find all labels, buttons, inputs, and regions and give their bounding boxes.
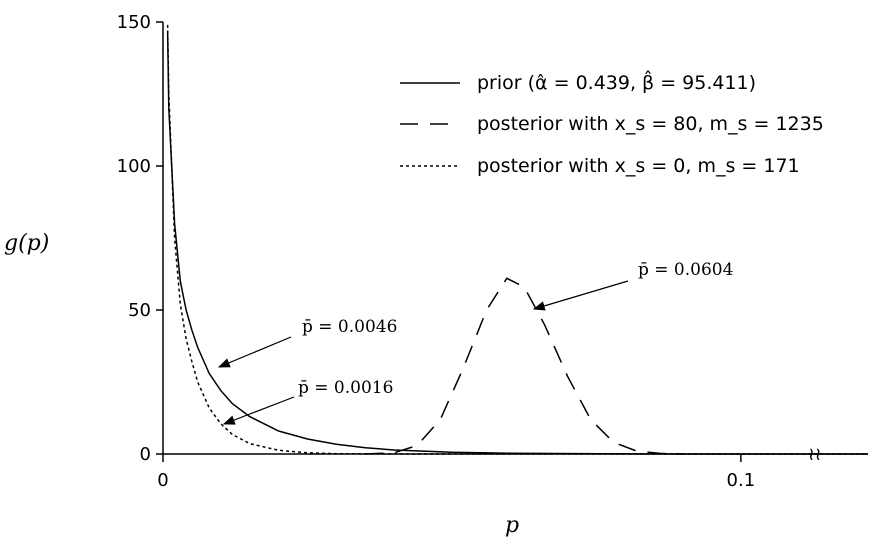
legend-item-posterior-80: posterior with x_s = 80, m_s = 1235 <box>477 113 824 135</box>
series-posterior-80-line <box>365 277 684 455</box>
y-axis-label: g(p) <box>4 231 49 256</box>
legend-item-posterior-0: posterior with x_s = 0, m_s = 171 <box>477 155 800 177</box>
annotation-posterior-80-mean: p̄ = 0.0604 <box>532 260 733 311</box>
y-tick-label: 100 <box>117 156 151 177</box>
y-tick-label: 150 <box>117 12 151 33</box>
legend: prior (α̂ = 0.439, β̂ = 95.411) posterio… <box>400 70 824 177</box>
annotation-prior-mean-text: p̄ = 0.0046 <box>302 317 397 337</box>
x-tick-label: 0.1 <box>727 470 756 491</box>
y-tick-label: 0 <box>140 444 151 465</box>
y-tick-label: 50 <box>128 300 151 321</box>
annotation-posterior-80-mean-text: p̄ = 0.0604 <box>638 260 733 280</box>
x-tick-label: 0 <box>157 470 168 491</box>
annotation-posterior-80-mean-arrow <box>532 280 629 311</box>
series-prior-line <box>166 30 868 455</box>
annotation-posterior-0-mean: p̄ = 0.0016 <box>222 378 393 425</box>
annotation-prior-mean-arrow <box>217 336 292 368</box>
annotation-posterior-0-mean-text: p̄ = 0.0016 <box>298 378 393 398</box>
annotation-posterior-0-mean-arrow <box>222 396 295 425</box>
y-axis-ticks: 0 50 100 150 <box>117 12 163 465</box>
x-axis-ticks: 0 0.1 <box>157 454 755 491</box>
legend-item-prior: prior (α̂ = 0.439, β̂ = 95.411) <box>477 70 756 94</box>
x-axis-label: p <box>505 513 519 538</box>
annotation-prior-mean: p̄ = 0.0046 <box>217 317 397 368</box>
series-posterior-0-line <box>166 24 868 455</box>
